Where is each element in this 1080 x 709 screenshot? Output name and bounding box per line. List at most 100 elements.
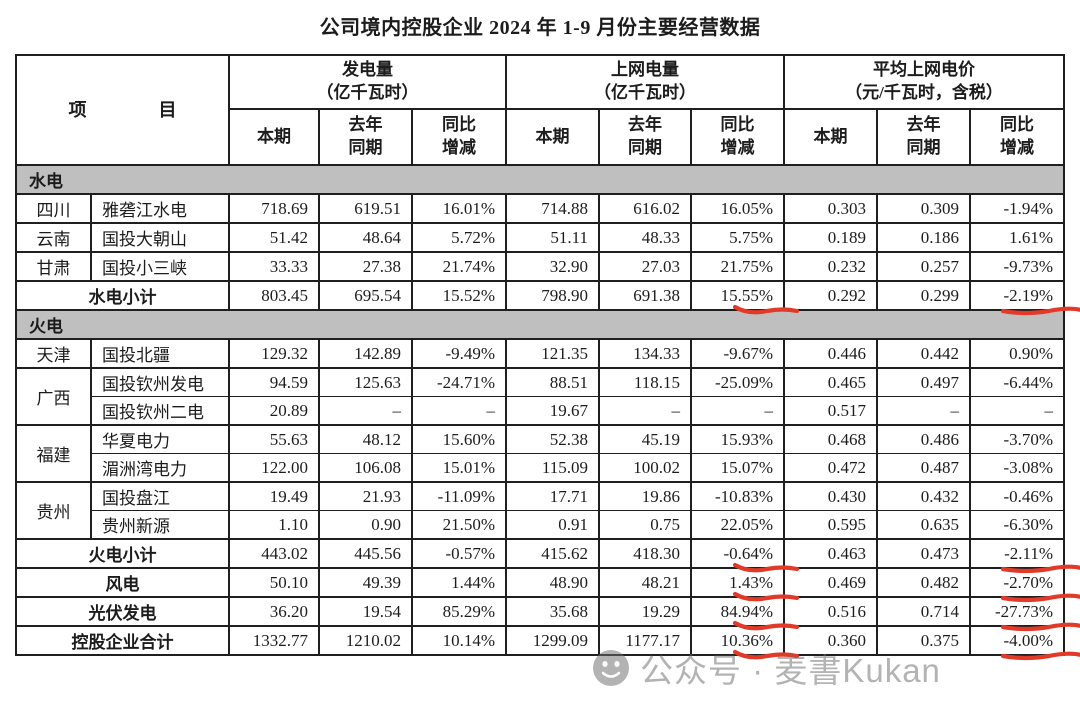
- province-cell: 贵州: [15, 481, 91, 539]
- tariff-group-label: 平均上网电价: [873, 60, 976, 80]
- tariff-yoy-header: 同比 增减: [969, 108, 1065, 165]
- data-row: 广西 国投钦州发电 94.59 125.63 -24.71% 88.51 118.15 -25…: [15, 367, 1065, 425]
- province-cell: 云南: [15, 222, 91, 252]
- value-cell: 15.52%: [410, 280, 507, 310]
- value-cell: 15.07%: [690, 453, 785, 482]
- company-cell: 国投北疆: [90, 338, 229, 368]
- value-cell: 445.56: [318, 538, 412, 568]
- value-cell: 100.02: [598, 453, 692, 482]
- province-cell: 福建: [15, 424, 91, 482]
- data-row: 云南 国投大朝山 51.42 48.64 5.72% 51.11 48.33 5.75% 0.1…: [15, 222, 1065, 252]
- company-cell: 贵州新源: [90, 510, 229, 539]
- value-cell: 0.430: [783, 481, 878, 511]
- value-cell: -27.73%: [969, 596, 1080, 632]
- value-cell: 0.375: [876, 625, 971, 655]
- value-cell: -0.57%: [410, 538, 507, 568]
- value-cell: –: [876, 396, 971, 425]
- value-cell: 0.75: [598, 510, 692, 539]
- value-cell: 0.497: [876, 367, 971, 397]
- data-row: 贵州新源 1.10 0.90 21.50% 0.91 0.75 22.05% 0.595 0.6…: [16, 510, 1065, 539]
- tariff-group-header: 平均上网电价 （元/千瓦时，含税）: [783, 54, 1065, 109]
- section-row: 水电: [14, 164, 1065, 194]
- value-cell: 84.94%: [690, 596, 800, 631]
- red-underline-annotation: [1001, 651, 1080, 661]
- province-cell: 广西: [15, 367, 91, 425]
- value-cell: 0.303: [783, 193, 878, 223]
- value-cell: 0.473: [876, 538, 971, 568]
- value-cell: 27.03: [598, 251, 692, 281]
- value-cell: 1.43%: [690, 567, 800, 602]
- value-cell: 33.33: [228, 251, 319, 281]
- value-cell: 5.72%: [410, 222, 507, 252]
- value-cell: 134.33: [598, 338, 692, 368]
- company-cell: 华夏电力: [90, 424, 229, 454]
- value-cell: 10.14%: [410, 625, 507, 655]
- value-cell: 1332.77: [228, 625, 319, 655]
- value-cell: 0.292: [783, 280, 878, 310]
- tariff-current-header: 本期: [783, 108, 878, 165]
- subtotal-row: 水电小计 803.45 695.54 15.52% 798.90 691.38 15.55%…: [15, 280, 1080, 316]
- ongrid-energy-group-header: 上网电量 （亿千瓦时）: [505, 54, 785, 109]
- ongrid-prior-header: 去年 同期: [598, 108, 692, 165]
- value-cell: 0.232: [783, 251, 878, 281]
- value-cell: 0.469: [783, 567, 878, 597]
- company-cell: 国投盘江: [90, 481, 229, 511]
- value-cell: 0.595: [783, 510, 878, 539]
- generation-current-header: 本期: [228, 108, 319, 165]
- value-cell: 129.32: [228, 338, 319, 368]
- value-cell: 0.468: [783, 424, 878, 454]
- value-cell: 0.360: [783, 625, 878, 655]
- data-row: 湄洲湾电力 122.00 106.08 15.01% 115.09 100.02 15.07…: [16, 453, 1065, 482]
- company-cell: 湄洲湾电力: [90, 453, 229, 482]
- data-row: 国投钦州二电 20.89– –19.67– –0.517– –: [16, 396, 1065, 425]
- value-cell: 0.90%: [969, 338, 1065, 368]
- subtotal-row: 火电小计 443.02 445.56 -0.57% 415.62 418.30 -0.64%…: [15, 538, 1080, 574]
- section-label: 水电: [14, 164, 1065, 194]
- value-cell: 0.463: [783, 538, 878, 568]
- province-cell: 四川: [15, 193, 91, 223]
- value-cell: 48.21: [598, 567, 692, 597]
- value-cell: –: [690, 396, 785, 425]
- value-cell: 15.60%: [410, 424, 507, 454]
- value-cell: 803.45: [228, 280, 319, 310]
- value-cell: 0.516: [783, 596, 878, 626]
- value-cell: 15.55%: [690, 280, 800, 315]
- data-row: 贵州 国投盘江 19.49 21.93 -11.09% 17.71 19.86 -10.83%…: [15, 481, 1065, 539]
- value-cell: 714.88: [505, 193, 600, 223]
- value-cell: 52.38: [505, 424, 600, 454]
- value-cell: 0.309: [876, 193, 971, 223]
- value-cell: -6.30%: [969, 510, 1065, 539]
- value-cell: 15.01%: [410, 453, 507, 482]
- table-header: 项 目 发电量 （亿千瓦时） 上网电量 （亿千瓦时） 平均上网电价 （元/千瓦时…: [15, 54, 1065, 165]
- value-cell: 0.714: [876, 596, 971, 626]
- value-cell: 0.299: [876, 280, 971, 310]
- value-cell: 55.63: [228, 424, 319, 454]
- subtotal-label: 光伏发电: [15, 596, 229, 626]
- tariff-prior-header: 去年 同期: [876, 108, 971, 165]
- value-cell: -2.70%: [969, 567, 1080, 603]
- value-cell: 20.89: [228, 396, 319, 425]
- item-column-header: 项 目: [15, 54, 229, 165]
- value-cell: 48.33: [598, 222, 692, 252]
- generation-group-header: 发电量 （亿千瓦时）: [227, 54, 507, 109]
- value-cell: 0.465: [783, 367, 878, 397]
- value-cell: 1.61%: [969, 222, 1065, 252]
- value-cell: -2.11%: [969, 538, 1080, 574]
- document-page: 公司境内控股企业 2024 年 1-9 月份主要经营数据 项 目 发电量 （亿千…: [0, 11, 1080, 689]
- value-cell: 88.51: [505, 367, 600, 397]
- value-cell: 50.10: [228, 567, 319, 597]
- value-cell: 121.35: [505, 338, 600, 368]
- value-cell: 51.11: [505, 222, 600, 252]
- value-cell: 0.442: [876, 338, 971, 368]
- subtotal-row: 风电 50.10 49.39 1.44% 48.90 48.21 1.43% 0.469 0.4…: [15, 567, 1080, 603]
- value-cell: 22.05%: [690, 510, 785, 539]
- value-cell: 443.02: [228, 538, 319, 568]
- value-cell: 616.02: [598, 193, 692, 223]
- value-cell: 0.257: [876, 251, 971, 281]
- value-cell: 32.90: [505, 251, 600, 281]
- value-cell: -3.08%: [969, 453, 1065, 482]
- value-cell: 418.30: [598, 538, 692, 568]
- value-cell: –: [410, 396, 507, 425]
- generation-group-label: 发电量: [342, 60, 393, 80]
- value-cell: 0.635: [876, 510, 971, 539]
